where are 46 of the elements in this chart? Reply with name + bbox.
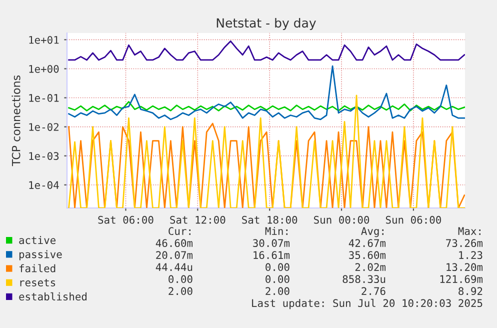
y-tick-label: 1e-04 <box>29 181 59 190</box>
text: 2.00 <box>266 287 290 296</box>
text: 13.20m <box>446 263 483 272</box>
text: Min: <box>265 226 288 235</box>
text: 35.60m <box>349 251 386 260</box>
y-axis-title: TCP connections <box>12 75 20 166</box>
text: 8.92 <box>458 287 482 296</box>
text: 30.07m <box>253 239 290 248</box>
text: 0.00 <box>168 275 192 284</box>
text: 1.23 <box>459 251 482 260</box>
text: 0.00 <box>266 275 290 284</box>
legend-label: failed <box>19 264 56 272</box>
text: Avg: <box>361 227 384 238</box>
text: 46.60m <box>156 239 193 248</box>
text: 44.44u <box>156 263 192 272</box>
x-tick-label: Sat 18:00 <box>242 216 298 224</box>
x-tick-label: Sat 12:00 <box>170 216 226 224</box>
text: 20.07m <box>156 251 193 260</box>
legend-label: established <box>19 292 87 300</box>
legend-label: passive <box>19 250 62 260</box>
x-tick-label: Sat 06:00 <box>98 216 154 224</box>
text: 858.33u <box>342 275 386 284</box>
y-tick-label: 1e-01 <box>29 94 59 102</box>
text: 121.69m <box>440 275 483 284</box>
text: Max: <box>458 227 480 236</box>
text: 2.02m <box>355 263 386 272</box>
y-tick-label: 1e+01 <box>29 36 59 44</box>
x-tick-label: Sun 00:00 <box>314 216 370 224</box>
y-tick-label: 1e-02 <box>29 123 58 131</box>
text: 2.76 <box>362 287 386 296</box>
text: 73.26m <box>446 239 483 248</box>
legend-label: active <box>19 236 56 244</box>
text: 0.00 <box>266 263 290 272</box>
x-tick-label: Sun 06:00 <box>386 216 441 224</box>
y-tick-label: 1e-03 <box>29 152 59 160</box>
text: Last update: Sun Jul 20 10:20:03 2025 <box>252 298 482 310</box>
text: Cur: <box>168 227 190 236</box>
text: 16.61m <box>254 251 290 260</box>
text: 42.67m <box>348 239 386 248</box>
line-series <box>68 65 465 120</box>
text: 2.00 <box>168 287 192 296</box>
legend-label: resets <box>20 278 56 286</box>
line-series <box>68 40 465 61</box>
chart-title: Netstat - by day <box>216 18 316 30</box>
line-series <box>68 101 465 112</box>
y-tick-label: 1e+00 <box>29 64 59 73</box>
